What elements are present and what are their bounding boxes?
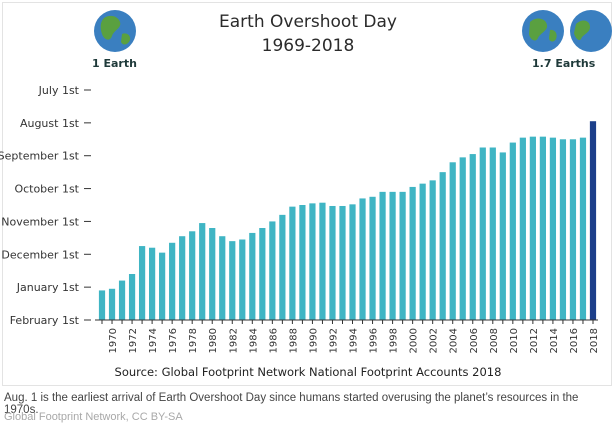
bar-2003: [439, 172, 446, 320]
bar-1979: [199, 223, 206, 320]
x-tick-label: 2010: [509, 328, 520, 353]
bar-1990: [309, 203, 316, 320]
y-tick-label: November 1st: [1, 215, 79, 228]
bar-2008: [489, 147, 496, 320]
bar-1987: [279, 214, 286, 320]
bar-2002: [429, 180, 436, 320]
x-tick-label: 2008: [489, 328, 500, 353]
bar-1978: [189, 231, 196, 320]
bar-1973: [138, 246, 146, 320]
x-tick-label: 1980: [208, 328, 219, 353]
x-tick-label: 1982: [228, 328, 239, 353]
bar-1981: [219, 236, 226, 320]
bar-1977: [179, 236, 186, 320]
bar-1995: [359, 198, 366, 320]
bar-2011: [519, 137, 526, 320]
x-tick-label: 2014: [549, 328, 560, 353]
right-earth-label: 1.7 Earths: [532, 57, 596, 70]
x-tick-label: 2006: [469, 328, 480, 353]
x-tick-label: 1978: [188, 328, 199, 353]
x-tick-label: 1988: [288, 328, 299, 353]
bar-1971: [118, 280, 126, 320]
y-tick-label: July 1st: [38, 84, 80, 97]
x-tick-label: 1996: [369, 328, 380, 353]
bar-1989: [299, 205, 306, 320]
x-tick-label: 1970: [108, 328, 119, 353]
chart-subtitle: 1969-2018: [261, 36, 355, 56]
x-tick-label: 2000: [409, 328, 420, 353]
bar-2014: [549, 137, 557, 320]
bar-2007: [479, 147, 486, 320]
bar-1986: [269, 221, 276, 320]
x-tick-label: 1984: [248, 328, 259, 353]
bar-1976: [169, 242, 176, 320]
x-tick-label: 1986: [268, 328, 279, 353]
y-tick-label: August 1st: [20, 117, 80, 130]
x-tick-label: 1974: [148, 328, 159, 353]
bar-2018: [589, 121, 597, 320]
x-tick-label: 1998: [389, 328, 400, 353]
bar-1982: [229, 241, 236, 320]
left-earth-icon: [94, 10, 136, 52]
left-earth-label: 1 Earth: [92, 57, 137, 70]
bar-1994: [349, 204, 356, 320]
y-tick-label: January 1st: [16, 281, 80, 294]
bar-2009: [499, 152, 506, 320]
x-tick-label: 2002: [429, 328, 440, 353]
bar-2016: [569, 139, 577, 320]
bar-1975: [159, 252, 166, 320]
bar-1969: [98, 290, 106, 320]
x-tick-label: 1990: [308, 328, 319, 353]
x-tick-label: 2016: [569, 328, 580, 353]
image-credit: Global Footprint Network, CC BY-SA: [4, 411, 183, 423]
bar-2017: [579, 137, 587, 320]
bar-1996: [369, 196, 376, 320]
bar-2006: [469, 154, 476, 320]
bar-1991: [319, 202, 326, 320]
bar-1983: [239, 239, 246, 320]
bar-1999: [399, 191, 406, 320]
bar-2010: [509, 142, 516, 320]
bar-1985: [259, 228, 266, 320]
y-tick-label: September 1st: [0, 150, 80, 163]
bar-1998: [389, 191, 396, 320]
bar-2000: [409, 186, 416, 320]
chart-source: Source: Global Footprint Network Nationa…: [114, 365, 502, 379]
bar-2013: [539, 136, 546, 320]
bar-1970: [108, 288, 116, 320]
bar-2015: [559, 139, 567, 320]
bar-1997: [379, 191, 386, 320]
bar-2004: [449, 162, 456, 320]
x-tick-label: 2018: [589, 328, 600, 353]
right-earth-icon: [522, 10, 564, 52]
x-tick-label: 2004: [449, 328, 460, 353]
bar-1988: [289, 206, 296, 320]
bar-1974: [149, 247, 156, 320]
bar-1984: [249, 232, 256, 320]
right-earth-partial-icon: [570, 10, 612, 52]
y-tick-label: December 1st: [1, 248, 79, 261]
x-tick-label: 2012: [529, 328, 540, 353]
chart-title: Earth Overshoot Day: [219, 12, 397, 32]
y-tick-label: October 1st: [14, 183, 79, 196]
bar-1993: [339, 205, 346, 320]
bar-2001: [419, 183, 426, 320]
bar-1972: [128, 274, 136, 320]
bar-1980: [209, 228, 216, 320]
image-caption: Aug. 1 is the earliest arrival of Earth …: [4, 392, 579, 416]
y-tick-label: February 1st: [10, 314, 80, 327]
x-tick-label: 1976: [168, 328, 179, 353]
bar-2012: [529, 136, 536, 320]
bar-1992: [329, 205, 336, 320]
x-tick-label: 1994: [349, 328, 360, 353]
x-tick-label: 1972: [128, 328, 139, 353]
x-tick-label: 1992: [328, 328, 339, 353]
bar-2005: [459, 157, 466, 320]
